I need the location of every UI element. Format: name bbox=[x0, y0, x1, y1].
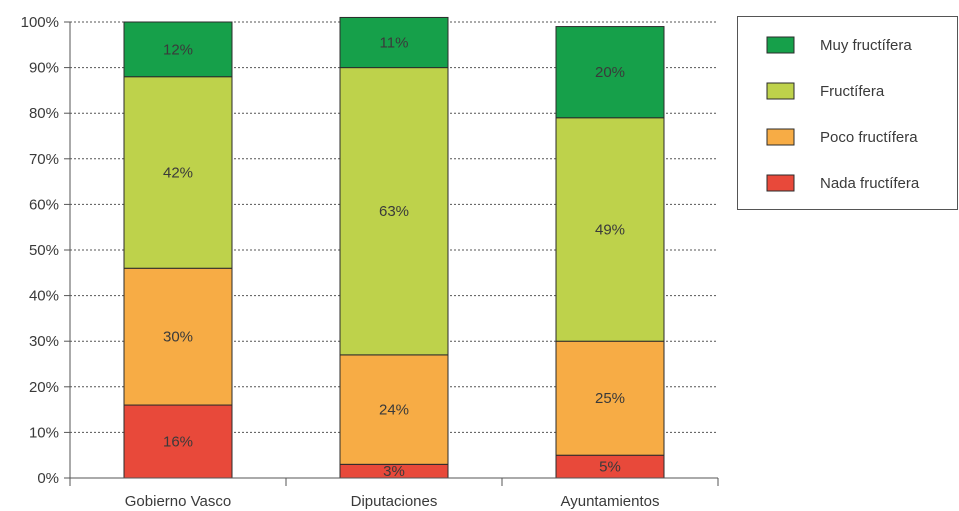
bar-segment-muy-fructifera-diputaciones bbox=[339, 16, 449, 69]
y-tick-label: 100% bbox=[21, 14, 59, 31]
legend-label-poco-fructifera: Poco fructífera bbox=[820, 129, 918, 146]
y-tick-label: 0% bbox=[37, 470, 59, 487]
y-tick-label: 40% bbox=[29, 288, 59, 305]
bars: 16% 30% 42% 12% 3% 24% 63% 11% 5% 25% 49% 20% bbox=[123, 16, 665, 480]
legend-swatch-muy-fructifera bbox=[766, 36, 795, 54]
data-label: 20% bbox=[595, 64, 625, 81]
data-label: 11% bbox=[380, 35, 409, 52]
data-label: 42% bbox=[163, 164, 193, 181]
y-tick-label: 20% bbox=[29, 379, 59, 396]
x-tick-label: Diputaciones bbox=[351, 493, 438, 510]
bar-segment-poco-fructifera-ayuntamientos bbox=[555, 340, 665, 456]
bar-segment-fructifera-diputaciones bbox=[339, 67, 449, 356]
y-tick-label: 80% bbox=[29, 105, 59, 122]
y-tick-label: 10% bbox=[29, 424, 59, 441]
data-label: 16% bbox=[163, 434, 193, 451]
legend-label-muy-fructifera: Muy fructífera bbox=[820, 37, 912, 54]
legend-swatch-poco-fructifera bbox=[766, 128, 795, 146]
data-label: 25% bbox=[595, 390, 625, 407]
y-tick-label: 50% bbox=[29, 242, 59, 259]
bar-segment-poco-fructifera-diputaciones bbox=[339, 354, 449, 465]
data-label: 63% bbox=[379, 203, 409, 220]
y-tick-label: 30% bbox=[29, 333, 59, 350]
data-label: 12% bbox=[163, 41, 193, 58]
axes: 0% 10% 20% 30% 40% 50% 60% 70% 80% 90% 100% Gobiern… bbox=[21, 14, 719, 510]
data-label: 24% bbox=[379, 402, 409, 419]
data-label: 3% bbox=[383, 463, 405, 480]
y-tick-label: 90% bbox=[29, 60, 59, 77]
data-label: 49% bbox=[595, 221, 625, 238]
legend: Muy fructífera Fructífera Poco fructífera N… bbox=[737, 16, 958, 210]
legend-label-fructifera: Fructífera bbox=[820, 83, 885, 100]
x-tick-label: Ayuntamientos bbox=[561, 493, 660, 510]
y-tick-label: 70% bbox=[29, 151, 59, 168]
bar-segment-poco-fructifera-gobierno-vasco bbox=[123, 267, 233, 406]
legend-swatch-fructifera bbox=[766, 82, 795, 100]
legend-label-nada-fructifera: Nada fructífera bbox=[820, 175, 920, 192]
bar-segment-muy-fructifera-ayuntamientos bbox=[555, 26, 665, 119]
legend-swatch-nada-fructifera bbox=[766, 174, 795, 192]
bar-segment-fructifera-ayuntamientos bbox=[555, 117, 665, 342]
x-tick-label: Gobierno Vasco bbox=[125, 493, 231, 510]
bar-segment-fructifera-gobierno-vasco bbox=[123, 76, 233, 269]
y-tick-label: 60% bbox=[29, 196, 59, 213]
data-label: 5% bbox=[599, 459, 621, 476]
bar-segment-muy-fructifera-gobierno-vasco bbox=[123, 21, 233, 78]
data-label: 30% bbox=[163, 329, 193, 346]
